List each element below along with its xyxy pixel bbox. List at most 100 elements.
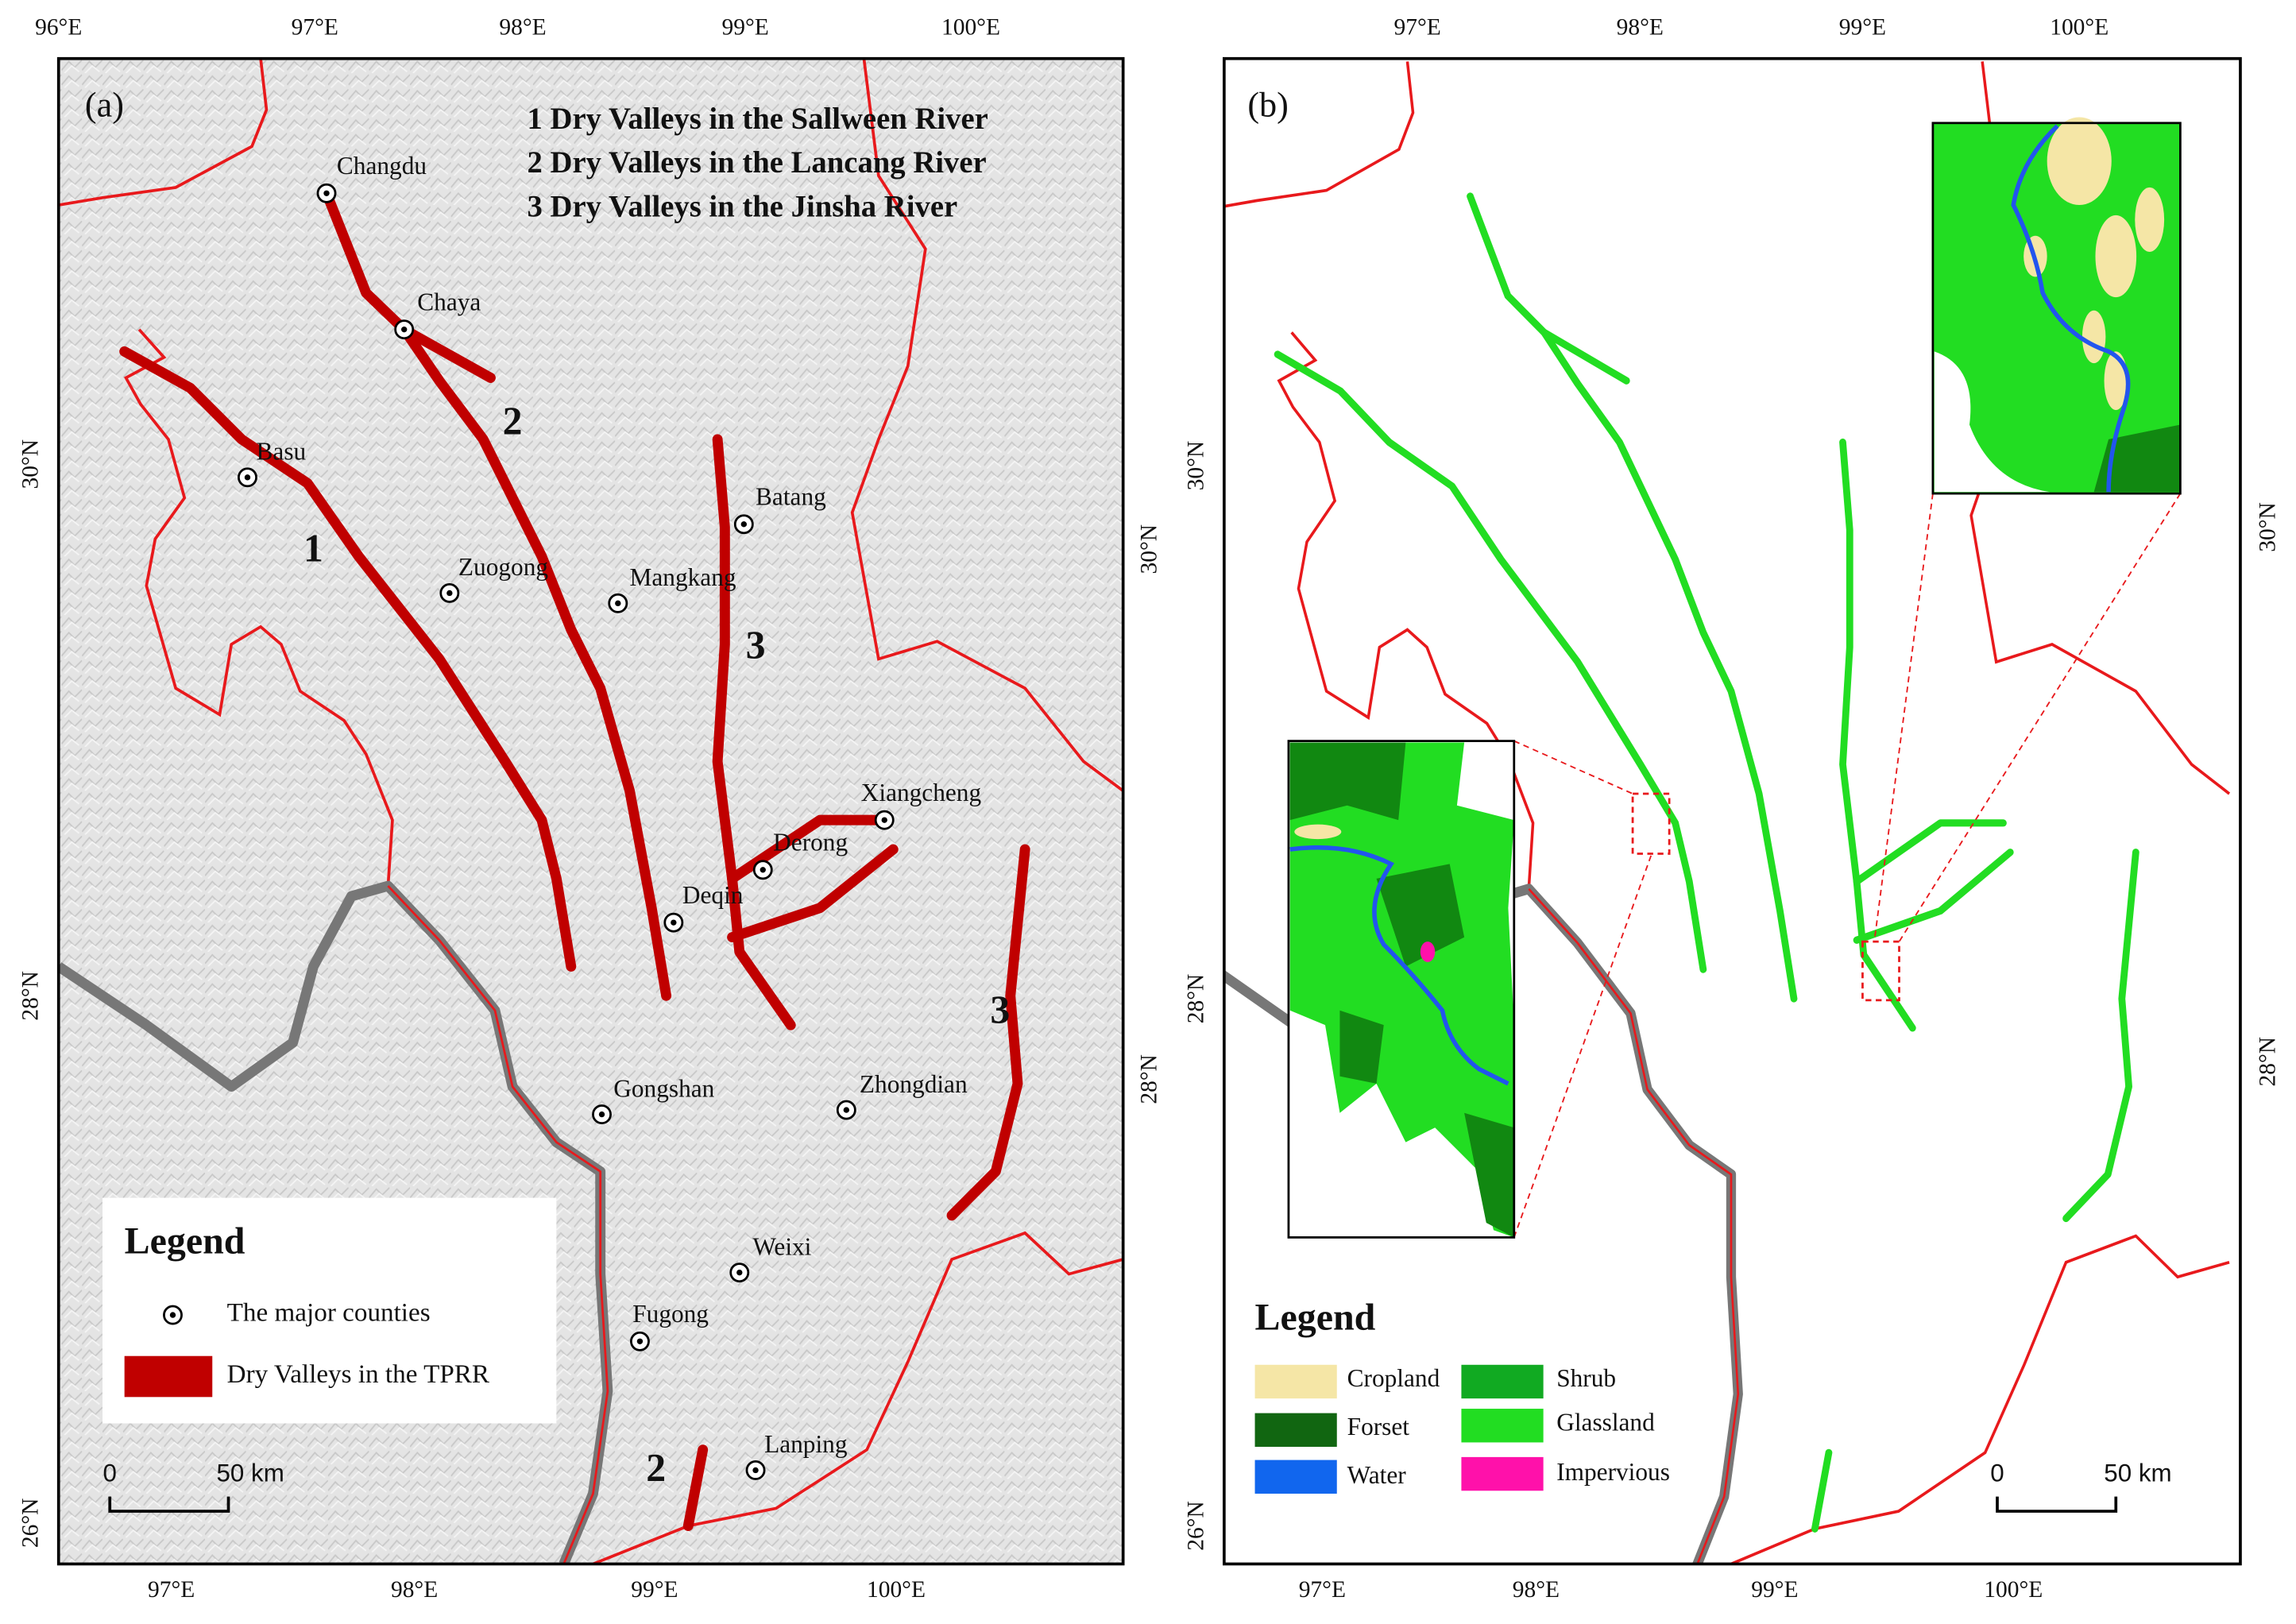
inset-nodata (1934, 351, 2051, 493)
y-tick-label: 30°N (17, 439, 43, 489)
scale-label: 50 km (217, 1459, 284, 1487)
panel-label: (a) (85, 86, 124, 125)
valley (1811, 1448, 1833, 1533)
valley (682, 1444, 709, 1531)
county-label: Weixi (752, 1232, 811, 1260)
y-tick-label: 26°N (17, 1498, 43, 1549)
frame (1222, 56, 2242, 1566)
county-marker-dot (760, 867, 766, 873)
x-tick-label: 99°E (722, 15, 769, 41)
legend-title: Legend (125, 1220, 245, 1262)
inset-frame (1931, 122, 2182, 495)
scale-bar (1996, 1496, 2118, 1513)
county-label: Xiangcheng (861, 779, 982, 806)
legend-swatch (1254, 1364, 1337, 1399)
legend-label: The major counties (227, 1298, 431, 1328)
x-tick-label: 99°E (1751, 1577, 1798, 1603)
panel-a-map (58, 58, 1123, 1564)
county-label: Basu (257, 438, 307, 466)
x-tick-label: 100°E (2050, 15, 2109, 41)
x-tick-label: 100°E (941, 15, 1000, 41)
x-tick-label: 100°E (1984, 1577, 2043, 1603)
county-marker-dot (598, 1111, 605, 1118)
legend-label: Glassland (1556, 1409, 1655, 1436)
county-marker-dot (843, 1107, 850, 1113)
county-marker-dot (881, 817, 887, 823)
y-tick-label: 30°N (1136, 524, 1162, 574)
scale-label: 50 km (2104, 1459, 2171, 1487)
legend-swatch (1461, 1409, 1544, 1443)
county-label: Mangkang (630, 563, 736, 591)
inset-link (1513, 740, 1633, 795)
inset-link (1513, 853, 1652, 1238)
y-tick-label: 28°N (1136, 1054, 1162, 1104)
county-label: Zhongdian (860, 1070, 968, 1098)
legend-label: Forset (1347, 1413, 1410, 1440)
boundary (592, 1231, 1123, 1564)
legend-label: Dry Valleys in the TPRR (227, 1359, 490, 1389)
x-tick-label: 99°E (631, 1577, 678, 1603)
boundary (1727, 1234, 2230, 1564)
x-tick-label: 99°E (1839, 15, 1886, 41)
x-tick-label: 97°E (292, 15, 338, 41)
boundary (123, 328, 394, 887)
county-marker-dot (401, 327, 408, 333)
note: 1 Dry Valleys in the Sallween River (528, 102, 988, 136)
county-label: Derong (773, 829, 848, 856)
inset-link (1873, 493, 1934, 942)
cropland-patch (1294, 824, 1342, 840)
valley (2062, 849, 2139, 1223)
frame (56, 56, 1125, 1566)
x-tick-label: 100°E (867, 1577, 926, 1603)
x-tick-label: 98°E (1617, 15, 1664, 41)
inset-river (1289, 845, 1509, 1086)
inset-forest (1289, 742, 1514, 1238)
county-marker-dot (615, 600, 621, 607)
x-tick-label: 97°E (1393, 15, 1440, 41)
note: 2 Dry Valleys in the Lancang River (528, 146, 987, 180)
legend-label: Water (1347, 1461, 1407, 1489)
legend-label: Impervious (1556, 1458, 1670, 1486)
valley-number: 2 (646, 1446, 666, 1490)
legend-marker-dot (169, 1312, 176, 1318)
legend-label: Shrub (1556, 1364, 1616, 1392)
county-label: Fugong (632, 1300, 709, 1328)
inset-river (2011, 124, 2131, 493)
legend-swatch (1254, 1413, 1337, 1447)
county-marker-dot (671, 919, 677, 926)
y-tick-label: 28°N (2255, 1037, 2281, 1087)
legend-swatch (1254, 1460, 1337, 1494)
y-tick-label: 30°N (2255, 502, 2281, 552)
x-tick-label: 96°E (35, 15, 82, 41)
x-tick-label: 98°E (499, 15, 546, 41)
valley-number: 3 (746, 623, 766, 667)
legend-swatch (1461, 1456, 1544, 1491)
impervious-patch (1420, 942, 1436, 962)
legend-label: Cropland (1347, 1364, 1440, 1392)
x-tick-label: 98°E (1513, 1577, 1560, 1603)
county-label: Deqin (682, 881, 744, 909)
valley (399, 324, 496, 383)
overlay: 96°E 97°E 98°E 99°E 100°E 97°E 98°E 99°E 100°E 30… (17, 15, 2280, 1603)
valley (1839, 439, 1916, 1032)
y-tick-label: 28°N (1183, 974, 1208, 1024)
county-label: Batang (756, 483, 826, 511)
county-marker-dot (636, 1338, 644, 1344)
cropland-patch (2081, 310, 2106, 364)
inset-marker (1861, 940, 1900, 1002)
cropland-patch (2095, 215, 2137, 298)
valley-number: 1 (303, 526, 323, 570)
valley (712, 434, 796, 1030)
valley (321, 188, 672, 1001)
valley (119, 346, 577, 972)
scale-bar (108, 1496, 230, 1513)
valley (946, 844, 1030, 1221)
county-label: Gongshan (613, 1074, 714, 1102)
valley (1467, 192, 1798, 1003)
county-marker-dot (740, 521, 747, 528)
county-marker-dot (244, 474, 251, 481)
x-tick-label: 97°E (1299, 1577, 1346, 1603)
county-marker-dot (736, 1269, 743, 1276)
legend-swatch (124, 1355, 213, 1398)
